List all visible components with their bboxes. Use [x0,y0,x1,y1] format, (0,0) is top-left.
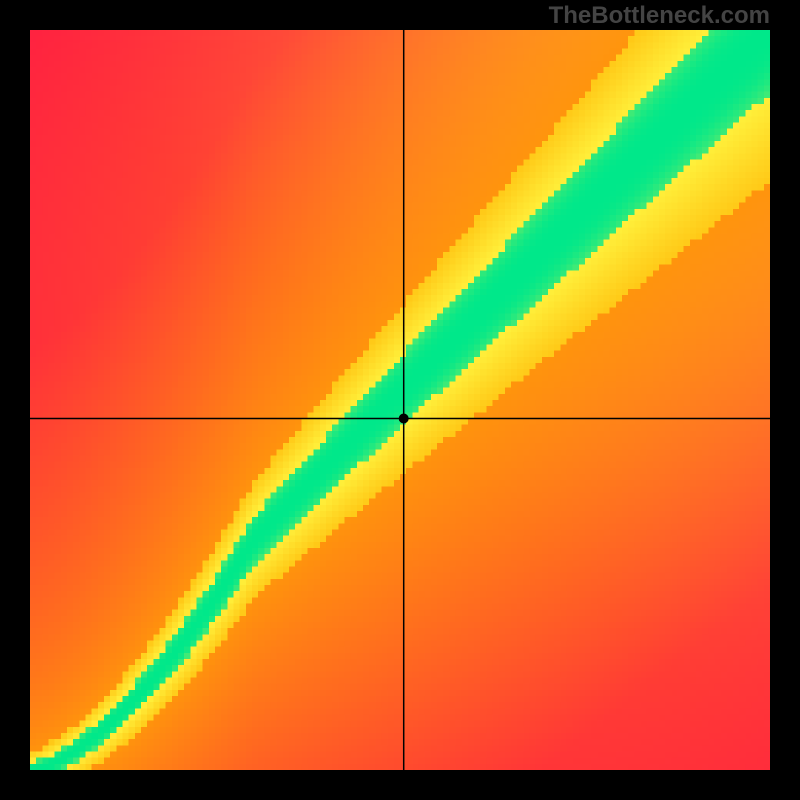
watermark-text: TheBottleneck.com [549,2,770,30]
bottleneck-heatmap [30,30,770,770]
plot-frame [30,30,770,770]
